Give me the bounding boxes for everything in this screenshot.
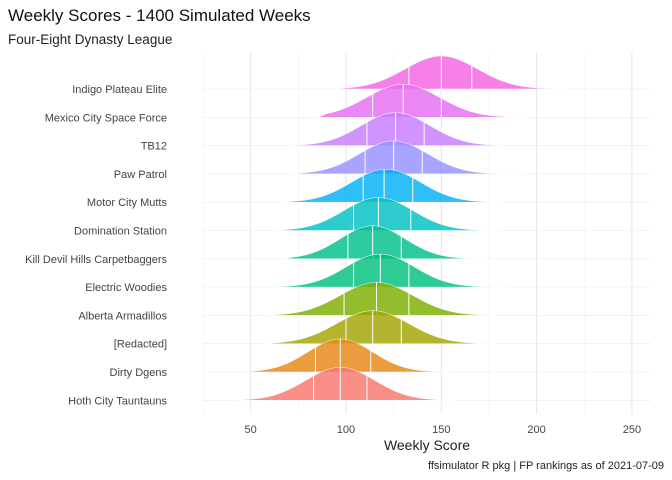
ridge-density xyxy=(292,140,524,175)
ridge-4 xyxy=(279,168,503,203)
ridge-density xyxy=(265,282,495,316)
ridge-6 xyxy=(283,225,489,260)
ridge-density xyxy=(235,367,457,401)
ridge-10 xyxy=(243,338,451,373)
chart-caption: ffsimulator R pkg | FP rankings as of 20… xyxy=(427,460,664,472)
ridge-3 xyxy=(292,140,524,175)
y-tick-label: Hoth City Tauntauns xyxy=(68,395,167,407)
x-tick-labels: 50 100 150 200 250 xyxy=(245,424,642,436)
y-tick-label: Paw Patrol xyxy=(114,169,167,181)
ridge-2 xyxy=(292,112,503,146)
ridge-density xyxy=(279,168,503,203)
x-tick-label: 250 xyxy=(623,424,641,436)
ridge-density xyxy=(292,112,503,146)
ridge-8 xyxy=(265,282,495,316)
ridge-1 xyxy=(317,84,528,118)
ridge-11 xyxy=(235,367,457,401)
y-tick-label: Motor City Mutts xyxy=(87,197,168,209)
y-tick-label: [Redacted] xyxy=(114,339,167,351)
y-tick-label: Electric Woodies xyxy=(85,282,167,294)
y-tick-label: Alberta Armadillos xyxy=(78,310,167,322)
y-tick-label: Domination Station xyxy=(74,226,167,238)
ridge-0 xyxy=(334,55,568,90)
ridge-5 xyxy=(277,197,499,231)
y-tick-label: TB12 xyxy=(141,141,167,153)
x-tick-label: 50 xyxy=(245,424,257,436)
y-tick-label: Dirty Dgens xyxy=(110,367,168,379)
y-tick-label: Indigo Plateau Elite xyxy=(72,84,167,96)
chart-title: Weekly Scores - 1400 Simulated Weeks xyxy=(8,6,311,25)
x-tick-label: 150 xyxy=(432,424,450,436)
x-axis-label: Weekly Score xyxy=(383,437,471,453)
ridge-density xyxy=(263,310,495,344)
ridge-density xyxy=(243,338,451,373)
ridge-density xyxy=(334,55,568,90)
ridge-density xyxy=(317,84,528,118)
y-tick-label: Kill Devil Hills Carpetbaggers xyxy=(25,254,167,266)
ridge-densities xyxy=(235,55,568,401)
ridge-9 xyxy=(263,310,495,344)
ridge-density xyxy=(283,225,489,260)
y-tick-label: Mexico City Space Force xyxy=(45,112,167,124)
ridge-density xyxy=(277,197,499,231)
x-tick-label: 100 xyxy=(337,424,355,436)
x-tick-label: 200 xyxy=(527,424,545,436)
chart-subtitle: Four-Eight Dynasty League xyxy=(8,32,173,47)
ridge-7 xyxy=(271,253,509,288)
ridge-density xyxy=(271,253,509,288)
y-tick-labels: Indigo Plateau Elite Mexico City Space Fo… xyxy=(25,84,167,407)
